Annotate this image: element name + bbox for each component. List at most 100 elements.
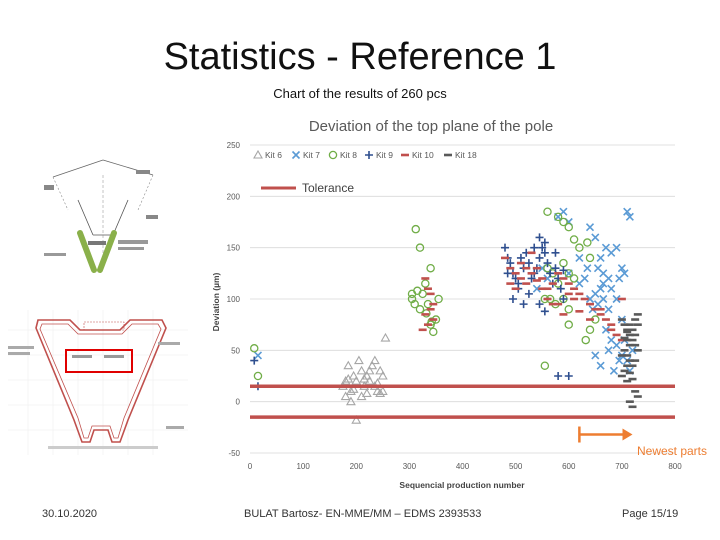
data-point — [585, 223, 595, 232]
data-point — [375, 365, 386, 375]
tolerance-lines — [250, 384, 675, 419]
y-tick-label: 150 — [227, 244, 241, 253]
data-point — [524, 259, 533, 268]
newest-parts-annotation: Newest parts — [578, 426, 707, 458]
data-point — [351, 415, 362, 424]
data-point — [599, 279, 608, 288]
data-point — [364, 365, 375, 375]
y-tick-label: 0 — [236, 398, 241, 407]
data-point — [604, 346, 613, 355]
data-point — [516, 253, 525, 262]
data-point — [348, 384, 359, 393]
data-point — [353, 355, 364, 365]
x-tick-label: 100 — [296, 462, 310, 471]
data-point — [535, 233, 544, 242]
tolerance-legend: Tolerance — [261, 181, 354, 195]
legend-label: Kit 10 — [412, 150, 434, 160]
data-point — [551, 248, 560, 257]
legend: Kit 6 Kit 7 Kit 8 Kit 9 Kit 10 Kit 18 — [253, 149, 477, 160]
footer-page: Page 15/19 — [622, 508, 679, 520]
y-tick-label: 50 — [231, 346, 240, 355]
data-point — [345, 396, 356, 406]
data-point — [340, 376, 351, 385]
slide-subtitle: Chart of the results of 260 pcs — [273, 86, 447, 101]
legend-label: Kit 18 — [455, 150, 477, 160]
data-point — [583, 264, 592, 273]
data-point — [556, 284, 565, 293]
data-point — [564, 320, 574, 329]
data-point — [623, 207, 632, 216]
data-point — [609, 366, 618, 375]
data-point — [607, 248, 616, 257]
data-point — [559, 217, 568, 227]
legend-label: Kit 9 — [376, 150, 393, 160]
data-point — [596, 284, 605, 293]
data-point — [429, 327, 438, 337]
legend-label: Kit 7 — [303, 150, 320, 160]
data-point — [506, 259, 515, 268]
data-point — [348, 370, 359, 380]
data-point — [253, 371, 263, 381]
x-tick-label: 700 — [615, 462, 629, 471]
data-point — [415, 305, 425, 314]
data-point — [615, 356, 624, 365]
technical-drawing-top — [38, 155, 168, 280]
data-point — [514, 279, 523, 288]
data-point — [250, 356, 259, 365]
data-point — [411, 224, 420, 234]
legend-label: Kit 8 — [340, 150, 357, 160]
data-point — [575, 253, 584, 262]
legend-marker — [253, 149, 263, 159]
data-point — [540, 361, 550, 370]
data-point — [410, 299, 419, 309]
legend-marker — [365, 151, 373, 159]
data-point — [564, 372, 573, 380]
data-point — [583, 238, 592, 247]
data-point — [553, 212, 563, 222]
data-point — [540, 248, 549, 257]
data-point — [527, 274, 536, 283]
data-point — [585, 253, 595, 263]
data-point — [340, 391, 351, 401]
data-point — [407, 289, 417, 299]
data-point — [530, 243, 539, 252]
data-point — [351, 376, 362, 385]
y-tick-label: 200 — [227, 192, 241, 201]
y-tick-label: 250 — [227, 141, 241, 150]
data-point — [503, 269, 512, 278]
data-point — [543, 207, 552, 216]
y-axis-ticks: -50 0 50 100 150 200 250 — [227, 141, 241, 458]
data-point — [377, 386, 388, 395]
y-tick-label: -50 — [228, 449, 240, 458]
data-point — [356, 365, 367, 375]
data-point — [540, 307, 549, 316]
data-point — [369, 355, 380, 365]
data-point — [569, 235, 579, 244]
data-point — [415, 243, 425, 252]
x-axis-ticks: 0 100 200 300 400 500 600 700 800 — [248, 462, 682, 471]
data-point — [612, 341, 621, 350]
data-point — [601, 325, 611, 334]
technical-drawing-bottom — [8, 310, 188, 455]
x-tick-label: 200 — [350, 462, 364, 471]
data-point — [554, 372, 563, 380]
data-point — [591, 233, 600, 242]
y-axis-label: Deviation (µm) — [211, 272, 221, 331]
data-point — [543, 259, 552, 268]
data-point — [343, 373, 354, 383]
data-point — [575, 243, 584, 252]
x-tick-label: 600 — [562, 462, 576, 471]
data-point — [364, 376, 375, 385]
data-point — [540, 238, 549, 247]
data-point — [596, 361, 605, 370]
data-point — [407, 294, 417, 304]
data-point — [434, 294, 443, 304]
x-tick-label: 500 — [509, 462, 523, 471]
data-point — [581, 335, 591, 345]
data-point — [426, 263, 435, 273]
data-point — [546, 269, 555, 278]
data-point — [345, 386, 356, 395]
data-point — [564, 305, 574, 314]
legend-label: Kit 6 — [265, 150, 282, 160]
